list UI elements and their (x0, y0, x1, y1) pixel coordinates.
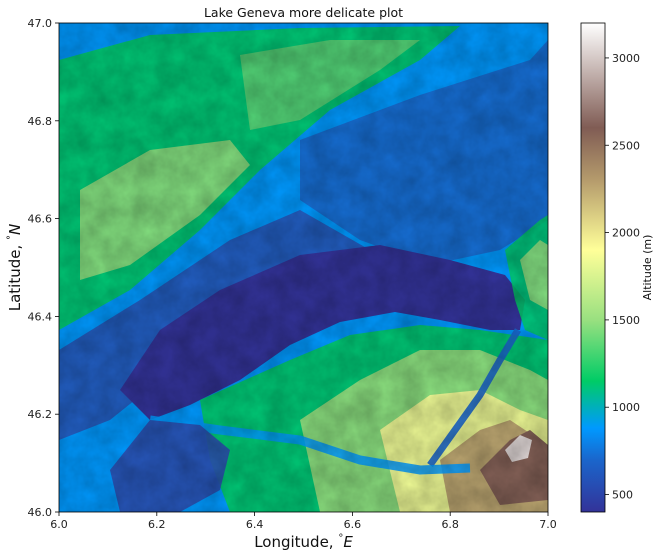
y-axis-label: Latitude, °N (6, 224, 24, 312)
colorbar-tick-label: 500 (612, 489, 633, 502)
colorbar-tick-label: 3000 (612, 52, 640, 65)
colorbar-tick-label: 1500 (612, 314, 640, 327)
colorbar-label: Altitude (m) (641, 235, 654, 301)
colorbar-tick-label: 2000 (612, 227, 640, 240)
colorbar-tick-label: 1000 (612, 401, 640, 414)
colorbar: 500 1000 1500 2000 2500 3000 Altitude (m) (580, 22, 654, 513)
x-tick-label: 6.0 (50, 518, 68, 531)
x-tick-label: 7.0 (539, 518, 557, 531)
y-tick-label: 47.0 (28, 17, 53, 30)
plot-area (59, 23, 548, 512)
y-tick-label: 46.8 (28, 115, 53, 128)
x-tick-label: 6.4 (246, 518, 264, 531)
chart-title: Lake Geneva more delicate plot (204, 5, 403, 20)
colorbar-ticks: 500 1000 1500 2000 2500 3000 (605, 52, 640, 502)
y-tick-label: 46.6 (28, 213, 53, 226)
relief-shading (59, 23, 548, 512)
x-tick-label: 6.2 (148, 518, 166, 531)
y-tick-label: 46.0 (28, 506, 53, 519)
x-tick-label: 6.6 (344, 518, 362, 531)
colorbar-tick-label: 2500 (612, 139, 640, 152)
x-axis-label: Longitude, °E (254, 533, 353, 551)
y-tick-label: 46.2 (28, 408, 53, 421)
colorbar-gradient (580, 22, 606, 513)
y-tick-label: 46.4 (28, 310, 53, 323)
x-axis-ticks: 6.0 6.2 6.4 6.6 6.8 7.0 (50, 512, 557, 531)
x-tick-label: 6.8 (441, 518, 459, 531)
plot-frame (58, 22, 549, 513)
y-axis-ticks: 46.0 46.2 46.4 46.6 46.8 47.0 (28, 17, 59, 519)
